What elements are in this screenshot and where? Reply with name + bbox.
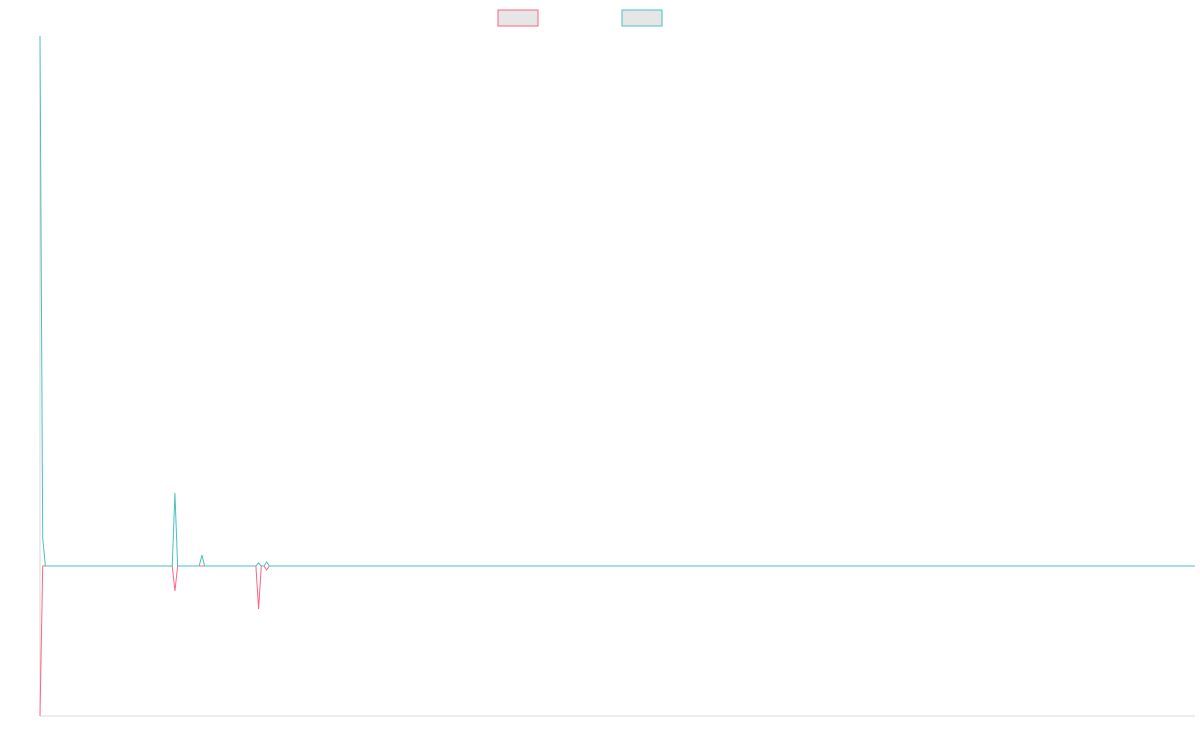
legend-swatch[interactable] bbox=[621, 9, 663, 27]
legend-swatch[interactable] bbox=[497, 9, 539, 27]
series-line bbox=[39, 35, 1195, 567]
series-line bbox=[39, 565, 1195, 717]
